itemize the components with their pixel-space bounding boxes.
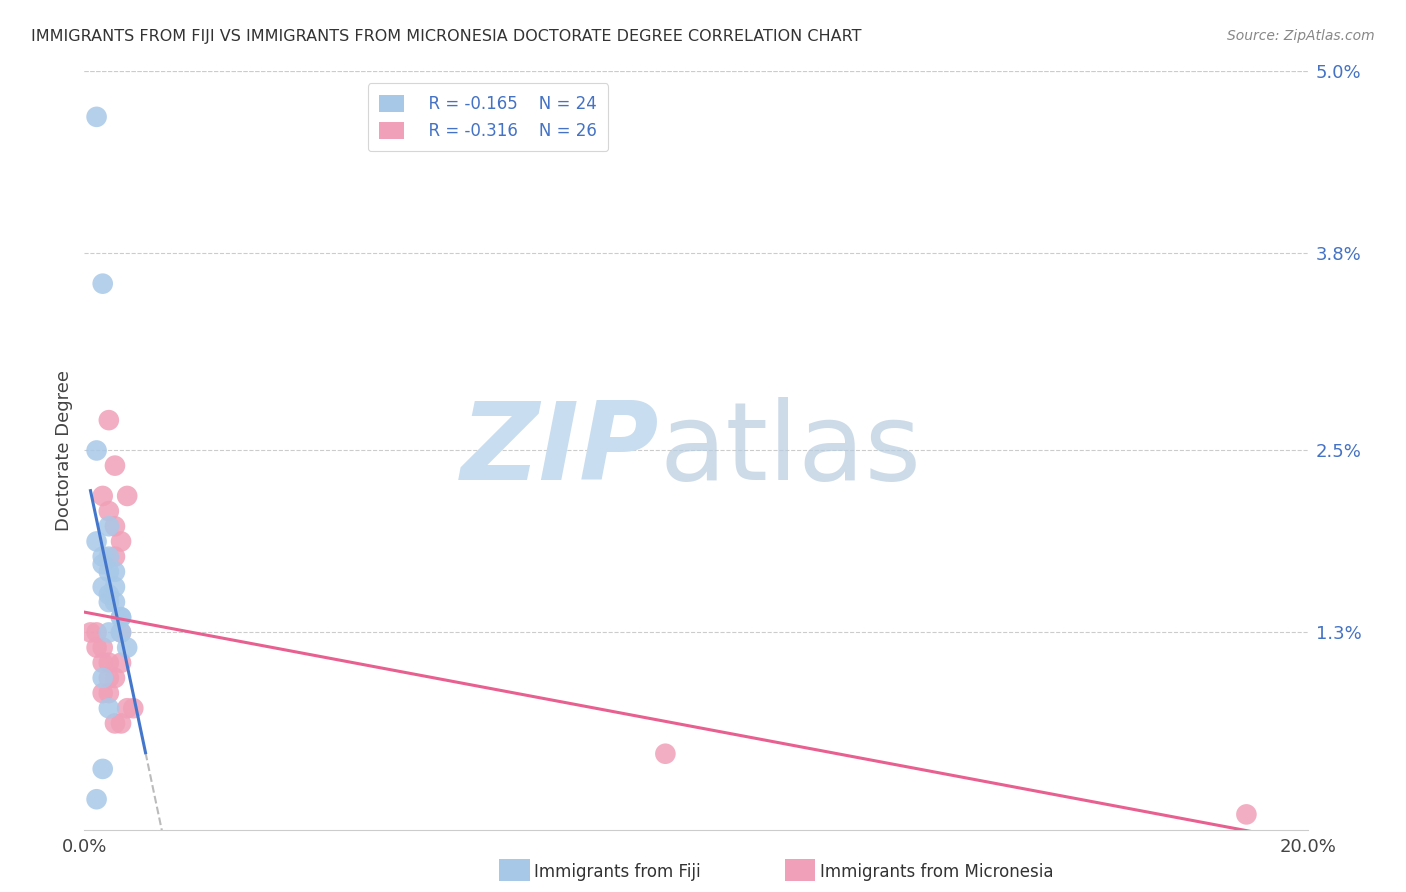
Point [104, 549, 127, 564]
Point [115, 701, 138, 715]
Point [97, 549, 120, 564]
Point [97, 565, 120, 579]
Point [86, 792, 108, 806]
Point [86, 640, 108, 655]
Point [97, 625, 120, 640]
Point [115, 640, 138, 655]
Text: IMMIGRANTS FROM FIJI VS IMMIGRANTS FROM MICRONESIA DOCTORATE DEGREE CORRELATION : IMMIGRANTS FROM FIJI VS IMMIGRANTS FROM … [31, 29, 862, 44]
Point [97, 595, 120, 609]
Point [91, 489, 114, 503]
Point [97, 686, 120, 700]
Text: Source: ZipAtlas.com: Source: ZipAtlas.com [1227, 29, 1375, 43]
Point [110, 716, 132, 731]
Point [104, 458, 127, 473]
Point [91, 557, 114, 572]
Text: atlas: atlas [659, 398, 921, 503]
Point [104, 565, 127, 579]
Point [97, 671, 120, 685]
Point [110, 625, 132, 640]
Point [91, 762, 114, 776]
Point [86, 443, 108, 458]
Point [97, 504, 120, 518]
Text: ZIP: ZIP [461, 398, 659, 503]
Point [86, 110, 108, 124]
Point [91, 640, 114, 655]
Point [104, 716, 127, 731]
Point [91, 671, 114, 685]
Point [97, 588, 120, 602]
Point [91, 686, 114, 700]
Point [110, 625, 132, 640]
Y-axis label: Doctorate Degree: Doctorate Degree [55, 370, 73, 531]
Point [91, 549, 114, 564]
Point [97, 519, 120, 533]
Point [1236, 807, 1258, 822]
Point [104, 595, 127, 609]
Point [110, 610, 132, 624]
Point [110, 610, 132, 624]
Point [91, 656, 114, 670]
Point [97, 701, 120, 715]
Point [97, 413, 120, 427]
Point [86, 534, 108, 549]
Point [104, 671, 127, 685]
Point [91, 580, 114, 594]
Text: Immigrants from Micronesia: Immigrants from Micronesia [820, 863, 1053, 881]
Point [86, 625, 108, 640]
Text: Immigrants from Fiji: Immigrants from Fiji [534, 863, 702, 881]
Legend:   R = -0.165    N = 24,   R = -0.316    N = 26: R = -0.165 N = 24, R = -0.316 N = 26 [368, 84, 609, 152]
Point [122, 701, 145, 715]
Point [104, 580, 127, 594]
Point [654, 747, 676, 761]
Point [91, 277, 114, 291]
Point [79, 625, 101, 640]
Point [97, 656, 120, 670]
Point [110, 534, 132, 549]
Point [104, 519, 127, 533]
Point [110, 656, 132, 670]
Point [115, 489, 138, 503]
